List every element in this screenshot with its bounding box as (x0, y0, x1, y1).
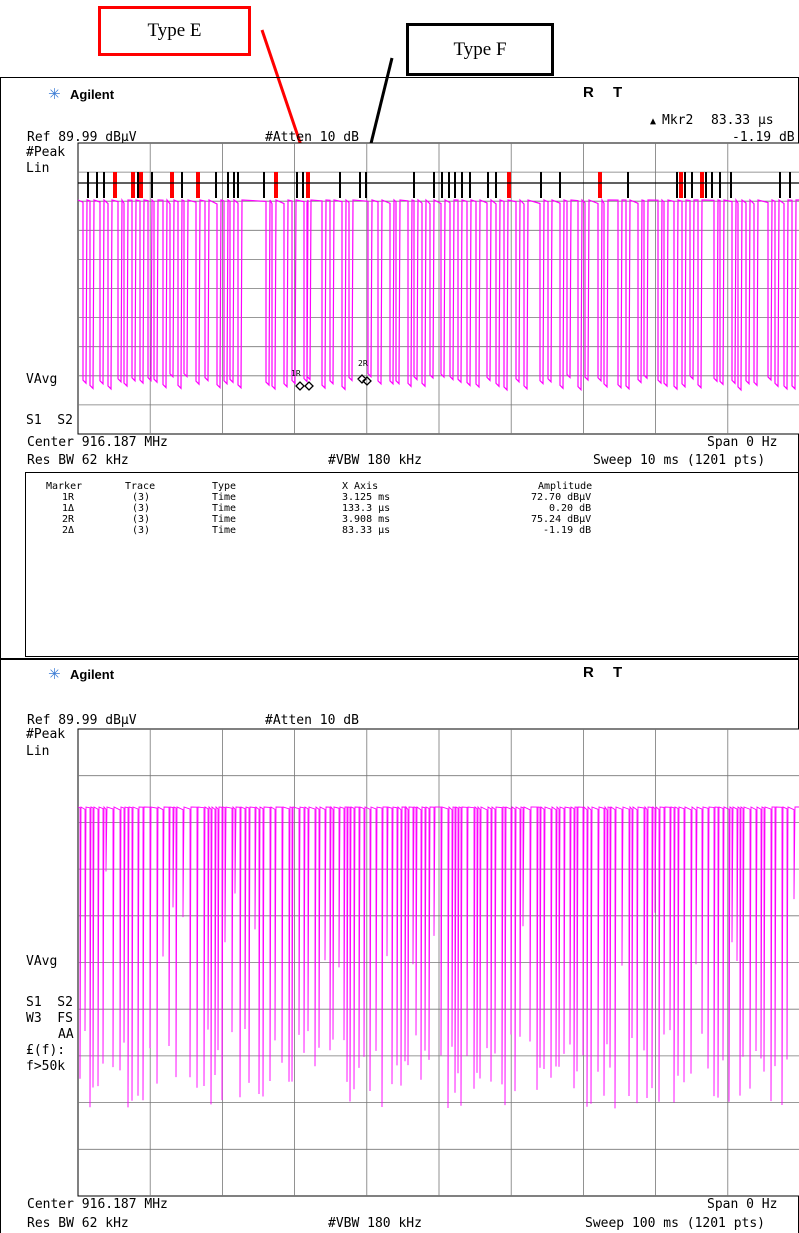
brand-label: Agilent (70, 87, 115, 102)
marker-row-3-amplitude: 75.24 dBµV (531, 514, 592, 525)
left-label-aa-2: AA (58, 1027, 74, 1042)
marker-table-header-marker: Marker (46, 481, 83, 492)
marker-readout-amp: -1.19 dB (732, 130, 795, 145)
marker-row-1-marker: 1R (62, 492, 75, 503)
marker-row-2-trace: (3) (132, 503, 151, 514)
marker-readout-time: 83.33 µs (711, 113, 774, 128)
center-frequency: Center 916.187 MHz (27, 435, 168, 450)
marker-2-diamonds: 2R (357, 359, 372, 386)
delta-marker-icon: ▲ (650, 116, 657, 127)
left-label-f50k-2: f>50k (26, 1059, 66, 1074)
res-bw-2: Res BW 62 kHz (27, 1216, 129, 1231)
marker-row-2-xaxis: 133.3 µs (342, 503, 391, 514)
agilent-logo-icon: ✳ (48, 85, 61, 103)
res-bw: Res BW 62 kHz (27, 453, 129, 468)
attenuation: #Atten 10 dB (265, 130, 359, 145)
marker-row-2-marker: 1Δ (62, 503, 75, 514)
marker-1-diamonds: 1R (291, 369, 314, 391)
sweep: Sweep 10 ms (1201 pts) (593, 453, 766, 468)
left-label-lin: Lin (26, 161, 50, 176)
trace-1-line (77, 197, 799, 392)
span: Span 0 Hz (707, 435, 778, 450)
brand-label-2: Agilent (70, 667, 115, 682)
marker-table-header-type: Type (212, 481, 237, 492)
type-f-label: Type F (453, 38, 507, 60)
marker-row-4-type: Time (212, 525, 237, 536)
marker-row-1-xaxis: 3.125 ms (342, 492, 391, 503)
svg-text:1R: 1R (291, 369, 301, 378)
left-label-peak: #Peak (26, 145, 66, 160)
left-label-lin-2: Lin (26, 744, 50, 759)
left-label-s1s2-2: S1 S2 (26, 995, 73, 1010)
marker-row-3-trace: (3) (132, 514, 151, 525)
trace-1 (77, 197, 799, 392)
trace-2-line (77, 805, 799, 1109)
marker-row-4-xaxis: 83.33 µs (342, 525, 391, 536)
center-frequency-2: Center 916.187 MHz (27, 1197, 168, 1212)
span-2: Span 0 Hz (707, 1197, 778, 1212)
type-e-label: Type E (147, 20, 202, 41)
left-label-peak-2: #Peak (26, 727, 66, 742)
attenuation-2: #Atten 10 dB (265, 713, 359, 728)
ref-level: Ref 89.99 dBµV (27, 130, 137, 145)
vbw-2: #VBW 180 kHz (328, 1216, 422, 1231)
status-r-2: R (583, 664, 594, 681)
marker-table-header-xaxis: X Axis (342, 481, 379, 492)
marker-row-3-marker: 2R (62, 514, 75, 525)
graticule-1 (78, 143, 799, 434)
plot-area-1: 1R 2R (77, 142, 799, 435)
marker-row-4-marker: 2Δ (62, 525, 75, 536)
type-f-callout: Type F (406, 23, 554, 76)
marker-table-header-amplitude: Amplitude (538, 481, 593, 492)
type-e-callout: Type E (98, 6, 251, 56)
status-r: R (583, 84, 594, 101)
svg-text:2R: 2R (358, 359, 368, 368)
left-label-vavg: VAvg (26, 372, 58, 387)
ref-level-2: Ref 89.99 dBµV (27, 713, 137, 728)
pulse-type-ticks (78, 172, 799, 198)
sweep-2: Sweep 100 ms (1201 pts) (585, 1216, 766, 1231)
plot-area-2 (77, 728, 799, 1197)
agilent-logo-icon-2: ✳ (48, 665, 61, 683)
marker-row-4-trace: (3) (132, 525, 151, 536)
marker-row-1-trace: (3) (132, 492, 151, 503)
left-label-lf-2: £(f): (26, 1043, 66, 1058)
marker-row-3-type: Time (212, 514, 237, 525)
vbw: #VBW 180 kHz (328, 453, 422, 468)
marker-row-2-type: Time (212, 503, 237, 514)
status-t-2: T (613, 664, 623, 681)
marker-row-1-amplitude: 72.70 dBµV (531, 492, 592, 503)
status-t: T (613, 84, 623, 101)
marker-table: Marker Trace Type X Axis Amplitude 1R (3… (25, 472, 799, 657)
trace-2 (77, 805, 799, 1109)
marker-table-header-trace: Trace (125, 481, 156, 492)
left-label-s1s2: S1 S2 (26, 413, 73, 428)
left-label-vavg-2: VAvg (26, 954, 58, 969)
marker-row-4-amplitude: -1.19 dB (543, 525, 592, 536)
marker-row-3-xaxis: 3.908 ms (342, 514, 391, 525)
marker-row-2-amplitude: 0.20 dB (549, 503, 592, 514)
marker-row-1-type: Time (212, 492, 237, 503)
marker-readout-label: Mkr2 (662, 113, 694, 128)
left-label-w3fs-2: W3 FS (26, 1011, 73, 1026)
